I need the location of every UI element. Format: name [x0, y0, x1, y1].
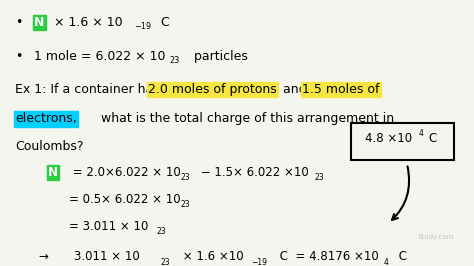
Text: Study.com: Study.com: [417, 235, 454, 240]
Text: 23: 23: [156, 227, 166, 236]
Text: 1.5 moles of: 1.5 moles of: [302, 83, 380, 96]
Text: electrons,: electrons,: [15, 113, 77, 125]
Text: Ex 1: If a container has: Ex 1: If a container has: [15, 83, 164, 96]
Text: −19: −19: [251, 257, 267, 266]
Text: 23: 23: [161, 257, 171, 266]
Text: N: N: [48, 166, 58, 179]
Text: 1 mole = 6.022 × 10: 1 mole = 6.022 × 10: [34, 50, 165, 63]
Text: −19: −19: [134, 22, 151, 31]
Text: 23: 23: [181, 173, 191, 182]
Text: particles: particles: [190, 50, 248, 63]
Text: N: N: [34, 16, 45, 29]
Text: 23: 23: [169, 56, 180, 65]
FancyBboxPatch shape: [351, 123, 454, 160]
Text: •: •: [15, 50, 23, 63]
Text: and: and: [279, 83, 310, 96]
Text: 2.0 moles of protons: 2.0 moles of protons: [148, 83, 277, 96]
Text: 4.8 ×10: 4.8 ×10: [365, 132, 412, 145]
Text: Coulombs?: Coulombs?: [15, 140, 84, 153]
Text: 23: 23: [181, 200, 191, 209]
Text: •: •: [15, 16, 23, 29]
Text: C: C: [428, 132, 436, 145]
Text: − 1.5× 6.022 ×10: − 1.5× 6.022 ×10: [197, 166, 309, 179]
Text: = 2.0×6.022 × 10: = 2.0×6.022 × 10: [69, 166, 181, 179]
Text: × 1.6 × 10: × 1.6 × 10: [50, 16, 123, 29]
Text: 3.011 × 10: 3.011 × 10: [73, 250, 139, 263]
Text: 4: 4: [419, 129, 423, 138]
Text: →: →: [39, 250, 48, 263]
Text: × 1.6 ×10: × 1.6 ×10: [179, 250, 243, 263]
Text: what is the total charge of this arrangement in: what is the total charge of this arrange…: [97, 113, 394, 125]
Text: 23: 23: [315, 173, 324, 182]
Text: = 3.011 × 10: = 3.011 × 10: [69, 220, 148, 233]
Text: C  = 4.8176 ×10: C = 4.8176 ×10: [276, 250, 379, 263]
Text: C: C: [160, 16, 169, 29]
Text: 4: 4: [383, 257, 389, 266]
Text: C: C: [395, 250, 407, 263]
Text: = 0.5× 6.022 × 10: = 0.5× 6.022 × 10: [69, 193, 181, 206]
